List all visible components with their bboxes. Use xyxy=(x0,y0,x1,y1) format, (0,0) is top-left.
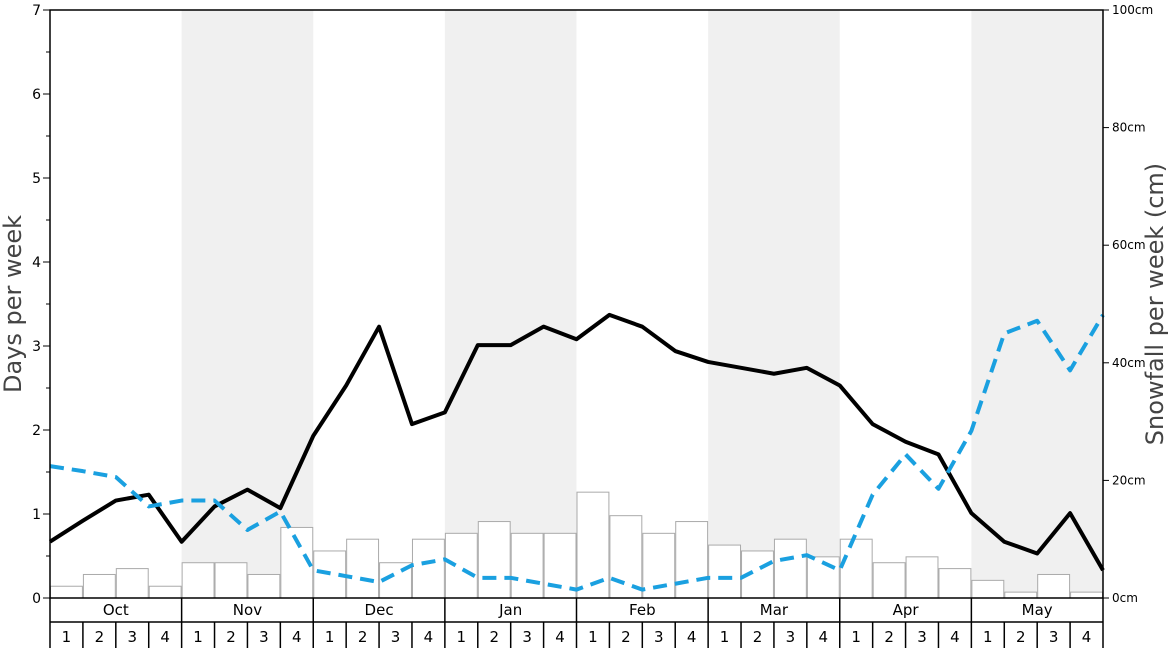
week-label: 2 xyxy=(884,628,894,646)
right-tick-label: 20cm xyxy=(1112,473,1146,487)
right-tick-label: 100cm xyxy=(1112,3,1153,17)
week-label: 4 xyxy=(687,628,697,646)
right-axis-label: Snowfall per week (cm) xyxy=(1141,163,1168,445)
snowfall-bar xyxy=(50,585,83,599)
left-tick-label: 2 xyxy=(32,423,41,439)
week-label: 2 xyxy=(358,628,368,646)
snowfall-bar xyxy=(411,538,445,599)
snowfall-bar xyxy=(148,585,182,599)
snowfall-bar xyxy=(773,538,807,599)
left-axis: 0 1 2 3 4 5 6 7 xyxy=(32,3,50,607)
week-label: 1 xyxy=(851,628,861,646)
snowfall-bar xyxy=(1004,591,1038,599)
shade-may xyxy=(971,10,1103,598)
week-label: 2 xyxy=(489,628,499,646)
month-label: Feb xyxy=(629,601,656,619)
shade-mar xyxy=(708,10,840,598)
left-tick-label: 5 xyxy=(32,171,41,187)
week-label: 1 xyxy=(325,628,335,646)
week-label: 3 xyxy=(127,628,137,646)
left-tick-label: 3 xyxy=(32,339,41,355)
week-label: 4 xyxy=(160,628,170,646)
week-label: 2 xyxy=(621,628,631,646)
snowfall-bar xyxy=(1037,573,1071,599)
right-tick-label: 80cm xyxy=(1112,121,1146,135)
left-tick-label: 6 xyxy=(32,87,41,103)
x-axis-month-week: Oct 1 2 3 4 Nov 1 2 3 4 Dec 1 2 3 4 Jan 1 2 3 4 Feb 1 2 3 4 Mar 1 2… xyxy=(49,598,1104,648)
week-label: 2 xyxy=(226,628,236,646)
left-tick-label: 0 xyxy=(32,591,41,607)
week-label: 2 xyxy=(1016,628,1026,646)
snowfall-bar xyxy=(938,568,972,599)
week-label: 1 xyxy=(720,628,730,646)
week-label: 1 xyxy=(62,628,72,646)
shade-nov xyxy=(181,10,314,598)
week-label: 4 xyxy=(292,628,302,646)
week-label: 3 xyxy=(1049,628,1059,646)
right-tick-label: 60cm xyxy=(1112,238,1146,252)
week-label: 2 xyxy=(95,628,105,646)
week-label: 1 xyxy=(457,628,467,646)
week-label: 3 xyxy=(522,628,532,646)
left-axis-label: Days per week xyxy=(0,215,27,393)
snowfall-bar xyxy=(905,556,939,599)
week-label: 1 xyxy=(588,628,598,646)
snowfall-bar xyxy=(82,573,116,599)
snowfall-bar xyxy=(510,532,544,599)
month-label: Jan xyxy=(498,601,522,619)
month-label: May xyxy=(1022,601,1053,619)
week-label: 4 xyxy=(819,628,829,646)
month-label: Mar xyxy=(760,601,789,619)
week-label: 3 xyxy=(391,628,401,646)
right-axis: 0cm 20cm 40cm 60cm 80cm 100cm xyxy=(1103,3,1153,605)
week-label: 4 xyxy=(950,628,960,646)
snowfall-bar xyxy=(1070,591,1103,599)
month-label: Nov xyxy=(233,601,262,619)
week-label: 3 xyxy=(259,628,269,646)
week-label: 4 xyxy=(555,628,565,646)
snowfall-bar xyxy=(609,515,643,599)
week-label: 3 xyxy=(917,628,927,646)
left-tick-label: 7 xyxy=(32,3,41,19)
snowfall-bar xyxy=(675,521,709,599)
week-label: 2 xyxy=(753,628,763,646)
days-line-solid xyxy=(48,312,1105,572)
snowfall-bar xyxy=(115,568,149,599)
snowfall-bar xyxy=(346,538,380,599)
snowfall-bar xyxy=(971,579,1005,599)
snowfall-bar xyxy=(839,538,873,599)
snowfall-bar xyxy=(872,562,906,599)
month-shading xyxy=(181,10,1103,598)
week-label: 3 xyxy=(786,628,796,646)
week-label: 3 xyxy=(654,628,664,646)
week-label: 1 xyxy=(983,628,993,646)
left-tick-label: 1 xyxy=(32,507,41,523)
week-label: 1 xyxy=(193,628,203,646)
snowfall-bar xyxy=(214,562,248,599)
snowfall-bar xyxy=(708,544,742,599)
month-label: Oct xyxy=(103,601,129,619)
days-line-dashed xyxy=(49,313,1105,592)
week-label: 4 xyxy=(424,628,434,646)
snowfall-bar xyxy=(444,532,478,599)
month-label: Apr xyxy=(893,601,920,619)
snowfall-bar xyxy=(247,573,281,599)
right-tick-label: 0cm xyxy=(1112,591,1138,605)
right-tick-label: 40cm xyxy=(1112,356,1146,370)
snowfall-bar xyxy=(181,562,215,599)
snowfall-bar xyxy=(477,521,511,599)
month-label: Dec xyxy=(365,601,394,619)
shade-jan xyxy=(444,10,577,598)
week-label: 4 xyxy=(1082,628,1092,646)
left-tick-label: 4 xyxy=(32,255,41,271)
